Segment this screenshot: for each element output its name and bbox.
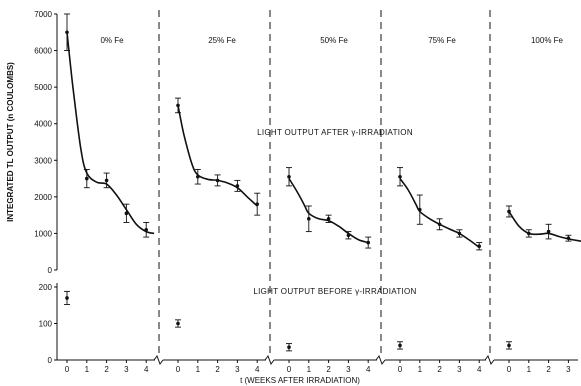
panel: 0% Fe bbox=[64, 13, 155, 305]
x-axis-break-mark bbox=[375, 354, 386, 366]
after-data-point bbox=[566, 236, 571, 240]
after-data-point bbox=[326, 217, 331, 221]
x-axis-title: t (WEEKS AFTER IRRADIATION) bbox=[240, 376, 360, 385]
panel: 25% Fe bbox=[175, 36, 261, 328]
after-irradiation-curve bbox=[66, 32, 155, 235]
panel-label: 75% Fe bbox=[428, 36, 456, 45]
upper-y-axis: 0 1000 2000 3000 4000 5000 6000 7000 bbox=[34, 10, 58, 275]
x-tick-label: 4 bbox=[366, 365, 371, 374]
x-axis-break-mark bbox=[153, 354, 164, 366]
x-tick-label: 1 bbox=[196, 365, 201, 374]
before-data-point bbox=[398, 343, 402, 348]
upper-y-tick-label: 2000 bbox=[34, 193, 52, 202]
after-data-point bbox=[457, 231, 462, 236]
x-tick-label: 3 bbox=[457, 365, 462, 374]
x-axis: 0123401234012340123401234 bbox=[57, 354, 578, 374]
x-tick-label: 0 bbox=[176, 365, 181, 374]
after-data-point bbox=[307, 217, 311, 221]
after-data-point bbox=[85, 176, 89, 181]
panel-label: 25% Fe bbox=[208, 36, 236, 45]
after-data-point bbox=[418, 207, 422, 212]
upper-y-tick-label: 5000 bbox=[34, 83, 52, 92]
upper-y-tick-label: 1000 bbox=[34, 229, 52, 238]
x-tick-label: 4 bbox=[144, 365, 149, 374]
after-data-point bbox=[477, 244, 482, 249]
after-data-point bbox=[527, 231, 531, 236]
after-data-point bbox=[196, 174, 200, 179]
after-data-point bbox=[176, 103, 180, 108]
panel: 50% Fe bbox=[286, 36, 372, 352]
after-data-point bbox=[215, 178, 220, 183]
lower-y-tick-label: 200 bbox=[39, 283, 53, 292]
after-data-point bbox=[398, 174, 402, 179]
lower-y-axis: 0 100 200 bbox=[39, 283, 58, 365]
after-data-point bbox=[255, 202, 259, 206]
x-tick-label: 3 bbox=[235, 365, 240, 374]
after-data-point bbox=[65, 30, 69, 35]
after-irradiation-curve bbox=[177, 105, 258, 207]
panel: 75% Fe bbox=[397, 36, 483, 350]
x-tick-label: 0 bbox=[65, 365, 70, 374]
y-axis-title-group: INTEGRATED TL OUTPUT (n COULOMBS) bbox=[6, 62, 15, 222]
after-data-point bbox=[287, 174, 291, 179]
panel-label: 0% Fe bbox=[100, 36, 124, 45]
lower-y-tick-label: 100 bbox=[39, 320, 53, 329]
upper-y-tick-label: 3000 bbox=[34, 156, 52, 165]
x-tick-label: 1 bbox=[307, 365, 312, 374]
x-tick-label: 3 bbox=[566, 365, 571, 374]
before-data-point bbox=[507, 343, 511, 348]
after-irradiation-curve bbox=[399, 178, 480, 248]
upper-y-tick-label: 4000 bbox=[34, 120, 52, 129]
x-tick-label: 0 bbox=[398, 365, 403, 374]
x-tick-label: 2 bbox=[546, 365, 551, 374]
x-tick-label: 0 bbox=[287, 365, 292, 374]
panel-label: 100% Fe bbox=[531, 36, 564, 45]
before-data-point bbox=[176, 321, 180, 326]
after-data-point bbox=[366, 240, 371, 245]
before-data-point bbox=[65, 296, 69, 300]
x-tick-label: 1 bbox=[85, 365, 90, 374]
after-data-point bbox=[546, 229, 551, 234]
x-axis-break-mark bbox=[264, 354, 275, 366]
x-tick-label: 2 bbox=[104, 365, 109, 374]
after-irradiation-curve bbox=[508, 211, 581, 242]
after-data-point bbox=[437, 222, 442, 227]
before-data-point bbox=[287, 345, 291, 350]
lower-y-tick-label: 0 bbox=[48, 356, 53, 365]
after-data-point bbox=[104, 178, 109, 183]
panel-dividers bbox=[158, 10, 491, 358]
upper-y-tick-label: 0 bbox=[48, 266, 53, 275]
panels: 0% Fe 25% Fe 50% Fe 75% Fe 100% Fe bbox=[64, 13, 581, 352]
after-data-point bbox=[124, 211, 129, 216]
x-tick-label: 2 bbox=[215, 365, 220, 374]
x-tick-label: 2 bbox=[326, 365, 331, 374]
x-tick-label: 3 bbox=[346, 365, 351, 374]
after-data-point bbox=[346, 233, 351, 238]
x-tick-label: 0 bbox=[507, 365, 512, 374]
panel: 100% Fe bbox=[506, 36, 581, 350]
x-axis-break-mark bbox=[484, 354, 495, 366]
panel-label: 50% Fe bbox=[320, 36, 348, 45]
x-tick-label: 4 bbox=[255, 365, 260, 374]
annotation-before-irradiation: LIGHT OUTPUT BEFORE γ-IRRADIATION bbox=[253, 287, 416, 296]
x-tick-label: 1 bbox=[418, 365, 423, 374]
y-axis-title: INTEGRATED TL OUTPUT (n COULOMBS) bbox=[6, 62, 15, 222]
upper-y-tick-label: 7000 bbox=[34, 10, 52, 19]
after-data-point bbox=[144, 227, 148, 232]
x-tick-label: 3 bbox=[124, 365, 129, 374]
x-tick-label: 2 bbox=[437, 365, 442, 374]
annotation-after-irradiation: LIGHT OUTPUT AFTER γ-IRRADIATION bbox=[257, 128, 413, 137]
upper-y-tick-label: 6000 bbox=[34, 47, 52, 56]
after-data-point bbox=[507, 209, 511, 214]
x-tick-label: 4 bbox=[477, 365, 482, 374]
x-tick-label: 1 bbox=[527, 365, 532, 374]
after-data-point bbox=[235, 184, 240, 188]
after-irradiation-curve bbox=[288, 178, 369, 244]
